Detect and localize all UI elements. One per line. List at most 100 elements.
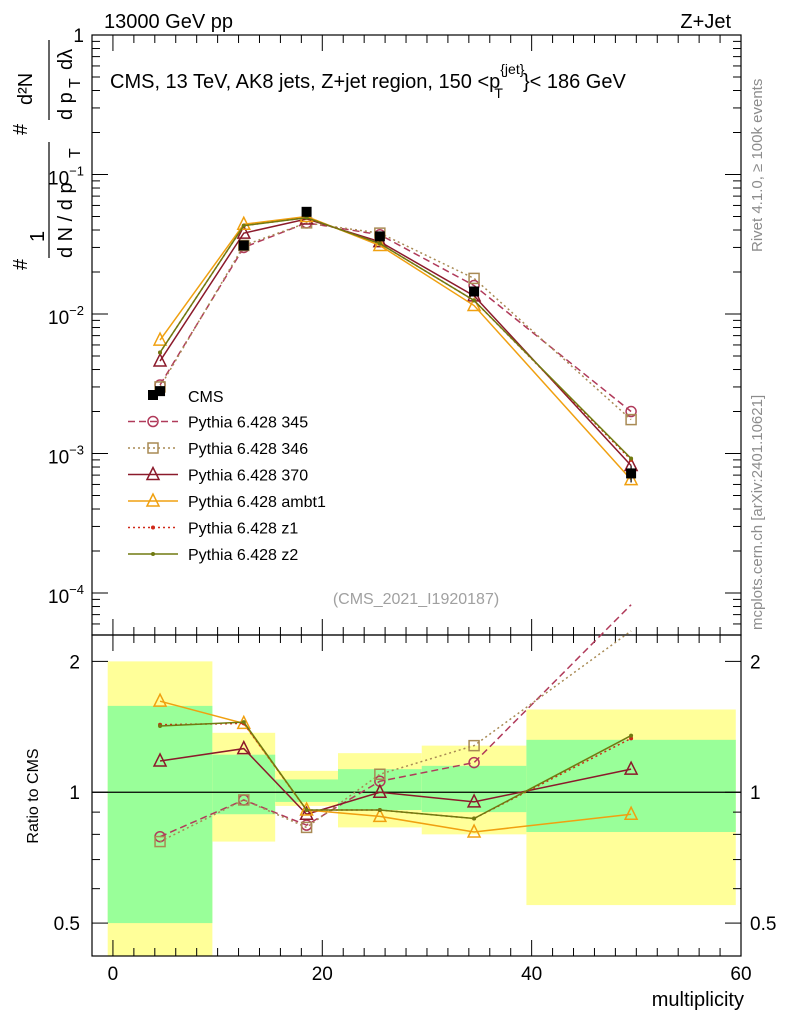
cms-point	[374, 231, 385, 242]
main-y-tick-label: 10−2	[48, 303, 84, 329]
series-point-3	[623, 470, 639, 486]
tick-exponent: −3	[69, 443, 84, 458]
cms-point	[238, 240, 249, 251]
x-axis-label: multiplicity	[652, 989, 744, 1011]
ratio-point-2	[466, 793, 482, 808]
main-title-suffix: }< 186 GeV	[523, 71, 627, 93]
ylabel-d2n: d²N	[15, 73, 37, 105]
ratio-series-2	[152, 739, 639, 820]
ratio-point-2	[299, 805, 314, 820]
ratio-point-3	[299, 801, 314, 816]
ratio-point-2	[236, 739, 251, 755]
ratio-line-2	[159, 747, 632, 816]
ratio-point-3	[372, 807, 388, 823]
cms-data	[155, 206, 637, 483]
ratio-point-4	[629, 736, 634, 741]
ratio-band-green-4	[421, 765, 527, 813]
main-y-tick-label: 10−3	[48, 443, 84, 469]
tick-base: 10	[48, 587, 69, 608]
legend-label-3: Pythia 6.428 ambt1	[188, 494, 326, 511]
cms-point	[626, 468, 637, 479]
ratio-y-tick-label: 0.5	[54, 914, 80, 935]
series-point-1	[468, 272, 480, 285]
ratio-point-1	[154, 835, 166, 848]
ylabel-dl: dλ	[55, 49, 77, 70]
cms-point	[301, 206, 312, 217]
ratio-point-5	[629, 733, 634, 738]
ratio-point-5	[158, 724, 163, 729]
ratio-point-1	[468, 739, 480, 752]
main-plot: 10−410−310−210−11	[48, 26, 742, 636]
series-point-5	[158, 350, 163, 355]
ratio-point-3	[152, 692, 168, 707]
legend-cms-marker	[148, 390, 158, 400]
ratio-band-green-5	[526, 739, 736, 833]
series-point-2	[152, 352, 168, 367]
ratio-line-3	[159, 700, 632, 833]
rivet-credit: Rivet 4.1.0, ≥ 100k events	[749, 79, 766, 252]
main-y-tick-label: 1	[73, 26, 84, 47]
ratio-point-2	[372, 783, 388, 798]
tick-exponent: −1	[69, 164, 84, 179]
legend-marker-5	[151, 552, 155, 556]
series-point-1	[625, 413, 637, 426]
ratio-point-1	[300, 821, 313, 834]
ratio-point-5	[241, 720, 246, 725]
legend-label-0: Pythia 6.428 345	[188, 415, 308, 432]
header-right: Z+Jet	[680, 11, 731, 33]
x-tick-label: 60	[730, 964, 751, 985]
x-tick-label: 0	[108, 964, 119, 985]
series-point-3	[236, 215, 251, 230]
ratio-point-2	[623, 760, 639, 775]
x-tick-label: 40	[521, 964, 542, 985]
ratio-band-green-3	[337, 769, 422, 811]
tick-exponent: −2	[69, 303, 84, 318]
ratio-point-3	[466, 823, 482, 838]
main-title-prefix: CMS, 13 TeV, AK8 jets, Z+jet region, 150…	[110, 71, 500, 93]
ratio-point-0	[468, 756, 480, 769]
analysis-watermark: (CMS_2021_I1920187)	[333, 591, 499, 608]
ylabel-sub-t2: T	[67, 78, 84, 88]
ratio-point-3	[623, 805, 639, 820]
tick-exponent: −4	[69, 582, 84, 597]
x-tick-label: 20	[312, 964, 333, 985]
ratio-point-5	[472, 816, 477, 821]
header-left: 13000 GeV pp	[104, 11, 233, 33]
series-line-5	[159, 216, 632, 460]
ratio-series-5	[158, 720, 634, 821]
legend: CMS Pythia 6.428 345 Pythia 6.428 346 Pythi…	[128, 389, 326, 564]
legend-label-5: Pythia 6.428 z2	[188, 547, 298, 564]
legend-marker-0	[147, 415, 159, 428]
series-point-5	[241, 223, 246, 228]
ylabel-hash-2: #	[10, 123, 32, 135]
series-point-3	[372, 236, 388, 252]
series-point-5	[629, 456, 634, 461]
ratio-y-tick-label-right: 2	[750, 652, 761, 673]
cms-point	[155, 386, 166, 397]
ratio-frame	[91, 634, 742, 957]
ylabel-sub-t: T	[67, 148, 84, 158]
main-title-sup: {jet}	[500, 61, 524, 77]
series-5	[158, 215, 634, 461]
ylabel-hash-1: #	[10, 258, 32, 270]
legend-label-4: Pythia 6.428 z1	[188, 521, 298, 538]
ylabel-one: 1	[27, 231, 49, 242]
series-point-2	[236, 224, 251, 239]
ratio-series-1	[154, 630, 632, 848]
main-y-tick-label: 10−4	[48, 582, 84, 608]
main-y-tick-label: 10−1	[48, 164, 84, 190]
tick-base: 10	[48, 308, 69, 329]
legend-marker-2	[145, 465, 161, 481]
mcplots-credit: mcplots.cern.ch [arXiv:2401.10621]	[749, 395, 766, 630]
ratio-band-green-2	[275, 779, 338, 802]
legend-marker-4	[151, 525, 155, 530]
ratio-point-5	[304, 808, 309, 813]
ratio-point-1	[374, 768, 386, 780]
ratio-y-label: Ratio to CMS	[25, 748, 42, 843]
ratio-y-tick-label: 2	[69, 652, 80, 673]
main-title: CMS, 13 TeV, AK8 jets, Z+jet region, 150…	[110, 61, 626, 101]
legend-label-1: Pythia 6.428 346	[188, 441, 308, 458]
ratio-y-tick-label-right: 1	[750, 783, 761, 804]
tick-base: 10	[48, 169, 69, 190]
